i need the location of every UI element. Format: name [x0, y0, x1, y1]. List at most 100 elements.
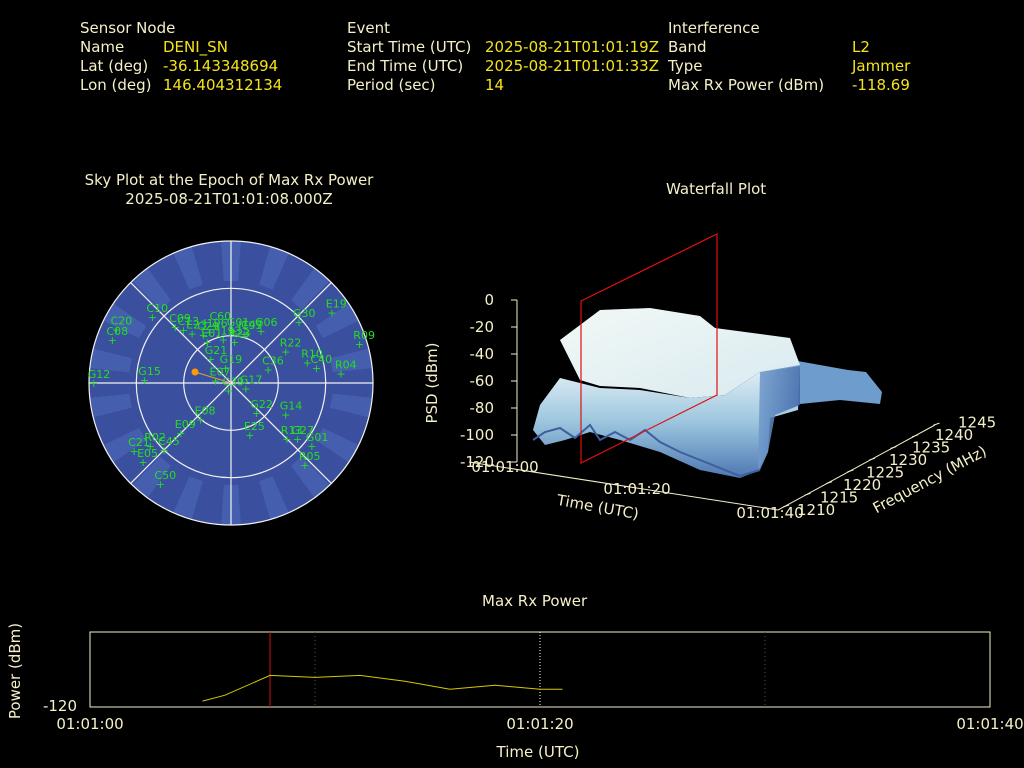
satellite-plus-marker: +	[205, 326, 214, 339]
interference-band-label: Band	[668, 38, 707, 56]
satellite-plus-marker: +	[307, 440, 316, 453]
satellite-plus-marker: +	[221, 362, 230, 375]
maxrx-gridlines	[314, 632, 766, 707]
satellite-plus-marker: +	[228, 325, 237, 338]
satellite-plus-marker: +	[171, 321, 180, 334]
satellite-label: G12	[88, 368, 111, 381]
maxrx-ylabel: Power (dBm)	[6, 623, 24, 719]
satellite-label: C21	[128, 436, 150, 449]
maxrx-series-line	[202, 674, 563, 702]
satellite-markers: +J193+J195+J196+R23 +G06+E23+C29 +G30 +E19+…	[88, 297, 375, 490]
frequency-tick-mark	[782, 504, 790, 508]
sky-mask-sector	[259, 246, 289, 290]
satellite-plus-marker: +	[112, 324, 121, 337]
satellite-label: J196	[202, 317, 227, 330]
satellite-plus-marker: +	[138, 456, 147, 469]
satellite-plus-marker: +	[176, 427, 185, 440]
maxrx-xtick-label: 01:01:00	[56, 715, 123, 733]
sky-mask-sector	[173, 476, 203, 520]
satellite-label: R05	[299, 450, 321, 463]
sensor-name-value: DENI_SN	[163, 38, 228, 56]
satellite-label: G17	[240, 373, 263, 386]
frequency-tick-label: 1225	[866, 464, 904, 482]
sensor-marker	[191, 368, 199, 376]
event-period-value: 14	[485, 76, 505, 94]
frequency-tick-label: 1220	[843, 476, 881, 494]
maxrx-xticks: 01:01:00 01:01:20 01:01:40	[56, 715, 1023, 733]
satellite-plus-marker: +	[230, 336, 239, 349]
satellite-plus-marker: +	[187, 327, 196, 340]
satellite-label: G21	[205, 344, 228, 357]
interference-band-value: L2	[852, 38, 870, 56]
satellite-label: E07	[210, 365, 231, 378]
satellite-plus-marker: +	[196, 413, 205, 426]
satellite-label: C60	[210, 310, 232, 323]
satellite-plus-marker: +	[256, 325, 265, 338]
satellite-label: C09	[169, 312, 191, 325]
sensor-lon-label: Lon (deg)	[80, 76, 152, 94]
time-ticks: 01:01:00 01:01:20 01:01:40	[471, 458, 803, 522]
satellite-plus-marker: +	[242, 328, 251, 341]
satellite-label: R10	[301, 348, 323, 361]
satellite-plus-marker: +	[140, 374, 149, 387]
sky-mask-sector	[259, 476, 289, 520]
psd-tick-label: -20	[470, 318, 495, 336]
psd-tick-label: -80	[470, 399, 495, 417]
satellite-plus-marker: +	[293, 433, 302, 446]
satellite-label: R04	[335, 358, 357, 371]
sky-mask-sector	[132, 268, 171, 310]
event-period-label: Period (sec)	[347, 76, 436, 94]
sky-mask-sector	[330, 348, 373, 373]
sky-mask-sector	[132, 456, 171, 498]
satellite-plus-marker: +	[252, 407, 261, 420]
event-end-value: 2025-08-21T01:01:33Z	[485, 57, 659, 75]
satellite-plus-marker: +	[294, 316, 303, 329]
satellite-plus-marker: +	[312, 362, 321, 375]
maxrx-xlabel: Time (UTC)	[496, 743, 580, 761]
satellite-label: R13	[281, 424, 303, 437]
interference-type-label: Type	[668, 57, 703, 75]
satellite-plus-marker: +	[148, 311, 157, 324]
maxrx-ytick: -120	[43, 697, 77, 715]
event-start-value: 2025-08-21T01:01:19Z	[485, 38, 659, 56]
satellite-label: E08	[195, 404, 216, 417]
satellite-plus-marker: +	[211, 319, 220, 332]
skyplot-epoch: 2025-08-21T01:01:08.000Z	[125, 190, 333, 208]
satellite-plus-marker: +	[89, 377, 98, 390]
sky-mask-sector	[89, 393, 132, 418]
time-tick-label: 01:01:40	[736, 504, 803, 522]
frequency-tick-label: 1245	[958, 414, 996, 432]
frequency-tick-mark	[933, 422, 940, 426]
satellite-label: G22	[250, 398, 273, 411]
satellite-label: C08	[106, 325, 128, 338]
satellite-plus-marker: +	[146, 440, 155, 453]
maxrx-title: Max Rx Power	[482, 592, 588, 610]
satellite-label: E05	[137, 447, 158, 460]
interference-maxrx-value: -118.69	[852, 76, 910, 94]
satellite-label: R23	[229, 327, 251, 340]
satellite-label: G01	[227, 316, 250, 329]
sky-mask-sector	[173, 246, 203, 290]
sky-mask-sector	[315, 427, 359, 463]
time-tick-label: 01:01:20	[603, 480, 670, 498]
satellite-label: C40	[311, 353, 333, 366]
frequency-tick-label: 1210	[797, 501, 835, 519]
satellite-label: G14	[280, 400, 303, 413]
frequency-tick-label: 1215	[820, 489, 858, 507]
satellite-label: C13	[178, 315, 200, 328]
frequency-tick-label: 1230	[889, 451, 927, 469]
sensor-heading	[194, 371, 232, 384]
sensor-name-label: Name	[80, 38, 125, 56]
maxrx-xtick-label: 01:01:40	[956, 715, 1023, 733]
satellite-label: G27	[292, 424, 315, 437]
psd-tick-label: -120	[460, 453, 494, 471]
satellite-label: E01	[201, 327, 222, 340]
sky-mask-sector	[291, 268, 330, 310]
surface-front	[533, 366, 800, 478]
satellite-plus-marker: +	[303, 357, 312, 370]
satellite-plus-marker: +	[179, 324, 188, 337]
frequency-tick-mark	[825, 481, 833, 485]
satellite-label: R22	[280, 336, 302, 349]
sensor-lat-value: -36.143348694	[163, 57, 279, 75]
